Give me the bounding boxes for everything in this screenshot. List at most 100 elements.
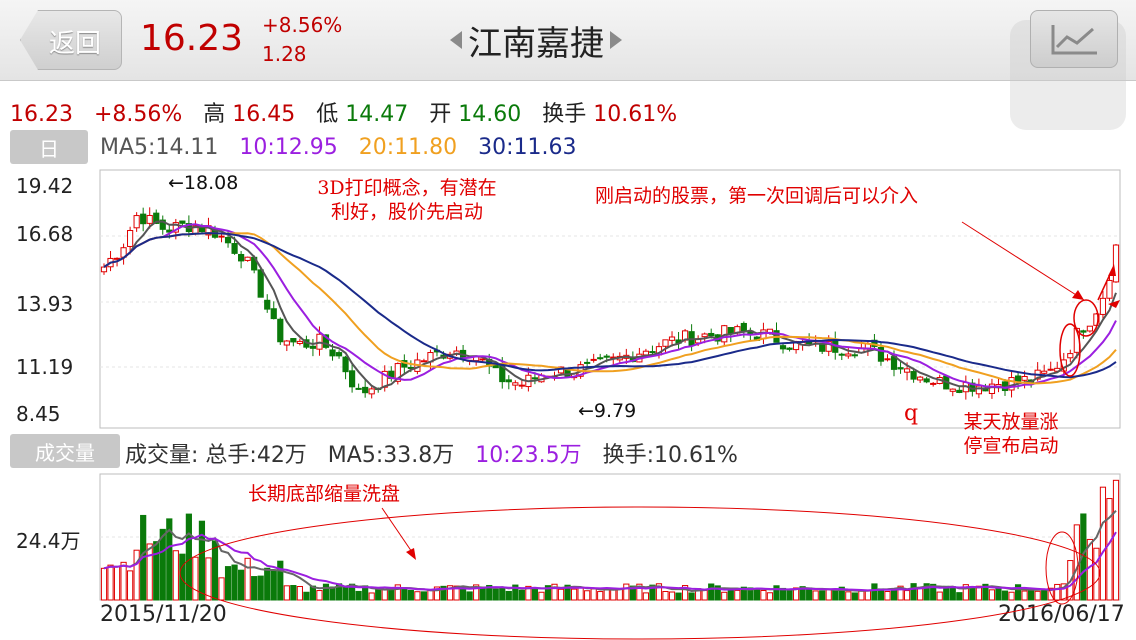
candle-body (1080, 330, 1087, 333)
volume-bar (538, 591, 545, 601)
volume-bar (303, 591, 310, 601)
volume-tab[interactable]: 成交量 (10, 434, 120, 468)
ma5-value: MA5:14.11 (100, 135, 219, 160)
volume-bar (270, 570, 277, 601)
period-tab-daily[interactable]: 日 (10, 130, 88, 164)
volume-bar (792, 587, 800, 601)
candle-body (897, 367, 904, 370)
price-axis-label: 13.93 (16, 292, 74, 316)
candle-body (270, 308, 277, 320)
volume-bar (505, 590, 512, 601)
volume-bar (923, 583, 930, 601)
candle-body (100, 266, 108, 273)
candle-body (603, 355, 610, 358)
price-axis-label: 8.45 (16, 402, 61, 426)
volume-bar (858, 590, 865, 601)
volume-bar (557, 588, 565, 601)
volume-bar (590, 588, 597, 601)
volume-bar (701, 589, 708, 601)
quote-price: 16.23 (10, 102, 73, 127)
candle-body (198, 227, 206, 233)
price-axis-label: 16.68 (16, 222, 74, 246)
volume-bar (466, 591, 473, 601)
volume-bar (564, 584, 571, 601)
volume-bar (518, 589, 525, 601)
volume-bar (433, 586, 441, 601)
volume-bar (251, 576, 258, 601)
volume-axis-label: 24.4万 (16, 529, 81, 553)
volume-bar (734, 589, 741, 601)
candle-body (819, 343, 826, 352)
annotation-arrowhead (1072, 290, 1084, 300)
annotation-line: 利好，股价先启动 (330, 201, 483, 223)
candle-body (335, 352, 343, 357)
low-value: 14.47 (345, 102, 409, 127)
candle-body (838, 353, 845, 356)
next-stock-arrow-icon[interactable] (610, 31, 622, 49)
annotation-circle (1073, 299, 1099, 337)
volume-bar (146, 543, 153, 601)
candle-body (349, 370, 356, 388)
volume-bar (375, 589, 382, 601)
annotation-entry: 刚启动的股票，第一次回调后可以介入 (595, 185, 919, 207)
price-axis-label: 19.42 (16, 174, 74, 198)
volume-bar (708, 583, 715, 601)
ma30-value: 30:11.63 (478, 135, 577, 160)
volume-bar (257, 575, 264, 601)
candle-body (590, 358, 597, 361)
candle-body (277, 318, 284, 343)
annotation-arrow-line (381, 507, 415, 556)
candle-body (322, 334, 330, 348)
candle-body (296, 340, 303, 344)
annotation-concept: 3D打印概念，有潜在 利好，股价先启动 (292, 176, 522, 224)
volume-bar (597, 591, 604, 601)
volume-bar (446, 585, 454, 601)
washout-ellipse (179, 506, 1101, 640)
volume-bar (283, 585, 290, 601)
volume-bar (231, 564, 238, 601)
candle-body (179, 220, 186, 224)
volume-bar (1008, 591, 1015, 601)
candle-body (244, 256, 251, 261)
chart-toggle-button[interactable] (1030, 10, 1118, 68)
volume-bar (512, 584, 519, 601)
volume-bar (871, 583, 878, 601)
volume-bar (910, 583, 917, 601)
volume-bar (721, 591, 728, 601)
volume-bar (623, 583, 630, 601)
volume-bar (956, 592, 963, 601)
volume-bar (988, 589, 996, 601)
volume-bar (655, 583, 663, 601)
volume-bar (525, 585, 532, 601)
volume-bar (864, 590, 871, 601)
volume-bar (845, 591, 852, 601)
candle-body (113, 257, 121, 260)
annotation-arrowhead (406, 548, 416, 560)
candle-body (701, 333, 708, 338)
annotation-washout: 长期底部缩量洗盘 (248, 483, 401, 505)
ma-legend: MA5:14.11 10:12.95 20:11.80 30:11.63 (100, 135, 577, 160)
volume-bar (205, 557, 212, 601)
volume-bar (688, 592, 695, 601)
price-chart-frame (99, 169, 1121, 429)
volume-bar (427, 589, 434, 601)
candle-body (238, 253, 245, 262)
candle-body (884, 358, 891, 361)
volume-bar (492, 588, 499, 601)
volume-bar (786, 590, 793, 601)
volume-bar (1021, 590, 1028, 601)
volume-bar (747, 587, 754, 601)
volume-bar (153, 541, 160, 601)
back-button[interactable]: 返回 (20, 10, 122, 70)
prev-stock-arrow-icon[interactable] (450, 31, 462, 49)
volume-bar (342, 586, 349, 601)
annotation-arrowhead (1108, 264, 1116, 276)
volume-bar (531, 587, 539, 601)
volume-bar (825, 589, 832, 601)
candle-body (1099, 297, 1107, 315)
ma10-line (103, 223, 1117, 390)
volume-bar (499, 587, 506, 601)
volume-bar (962, 584, 969, 601)
volume-bar (244, 557, 251, 601)
